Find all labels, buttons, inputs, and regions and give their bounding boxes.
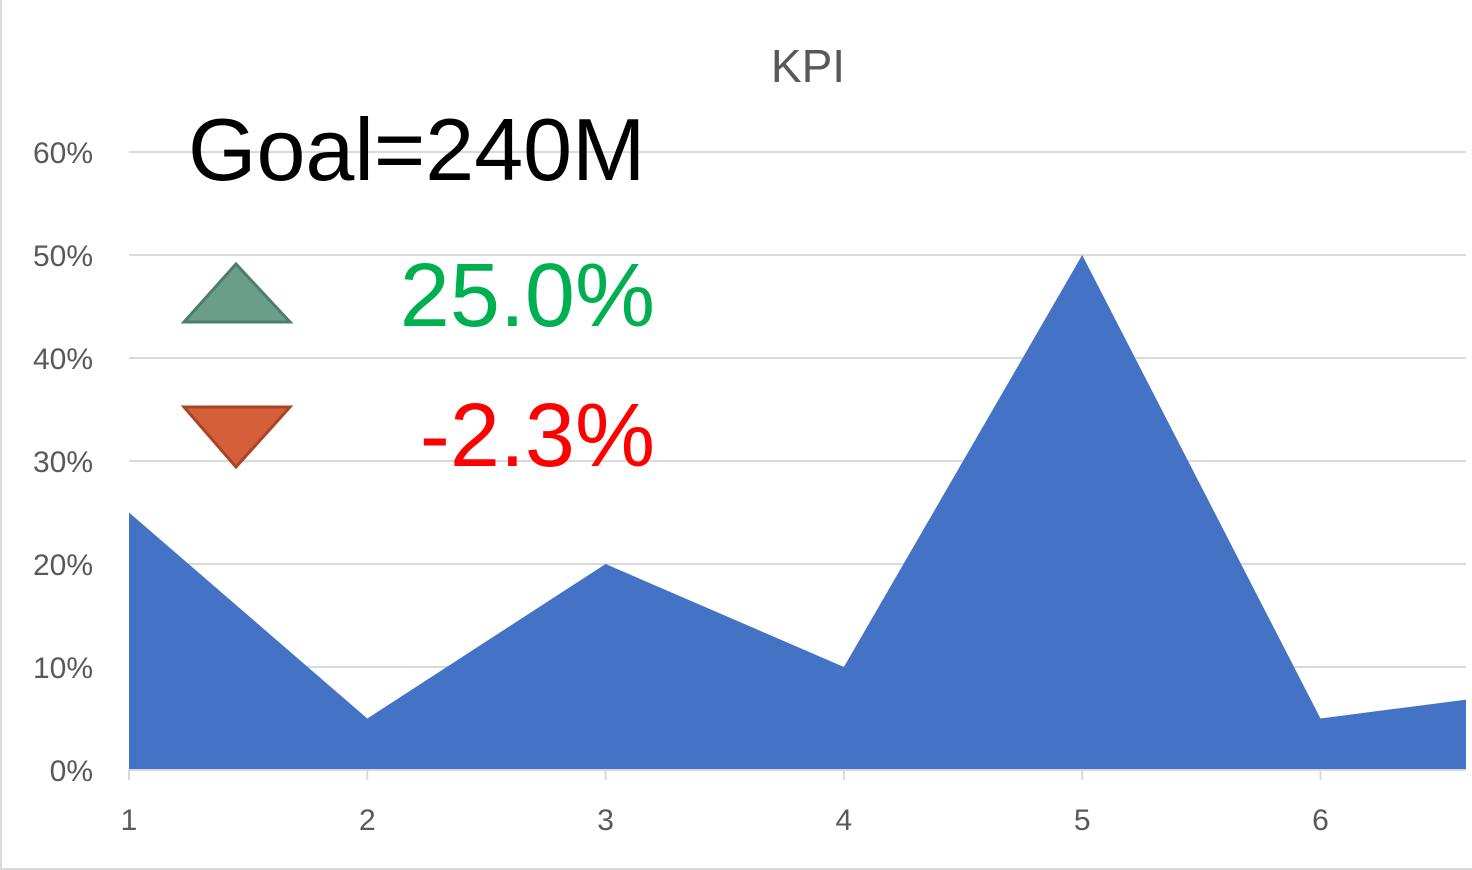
y-tick-label: 0% (50, 755, 93, 788)
y-tick-label: 30% (33, 446, 93, 479)
triangle-up-icon (180, 261, 294, 324)
goal-label: Goal=240M (188, 100, 645, 199)
gridlines (129, 151, 1466, 668)
y-axis-ticks: 0% 10% 20% 30% 40% 50% 60% (33, 137, 93, 788)
x-tick-label: 6 (1312, 804, 1329, 837)
x-tick-label: 3 (597, 804, 614, 837)
triangle-down-icon (180, 405, 294, 470)
y-tick-label: 20% (33, 549, 93, 582)
y-tick-label: 10% (33, 652, 93, 685)
x-tick-label: 1 (121, 804, 138, 837)
chart-title: KPI (771, 40, 845, 92)
y-tick-label: 50% (33, 240, 93, 273)
area-series (129, 255, 1466, 770)
y-tick-label: 60% (33, 137, 93, 170)
x-tick-label: 2 (359, 804, 376, 837)
area-fill (129, 255, 1466, 770)
x-axis-ticks: 1 2 3 4 5 6 (121, 769, 1466, 837)
decrease-value: -2.3% (420, 386, 655, 486)
y-tick-label: 40% (33, 343, 93, 376)
x-tick-label: 4 (836, 804, 853, 837)
increase-value: 25.0% (400, 246, 655, 346)
x-tick-label: 5 (1074, 804, 1091, 837)
